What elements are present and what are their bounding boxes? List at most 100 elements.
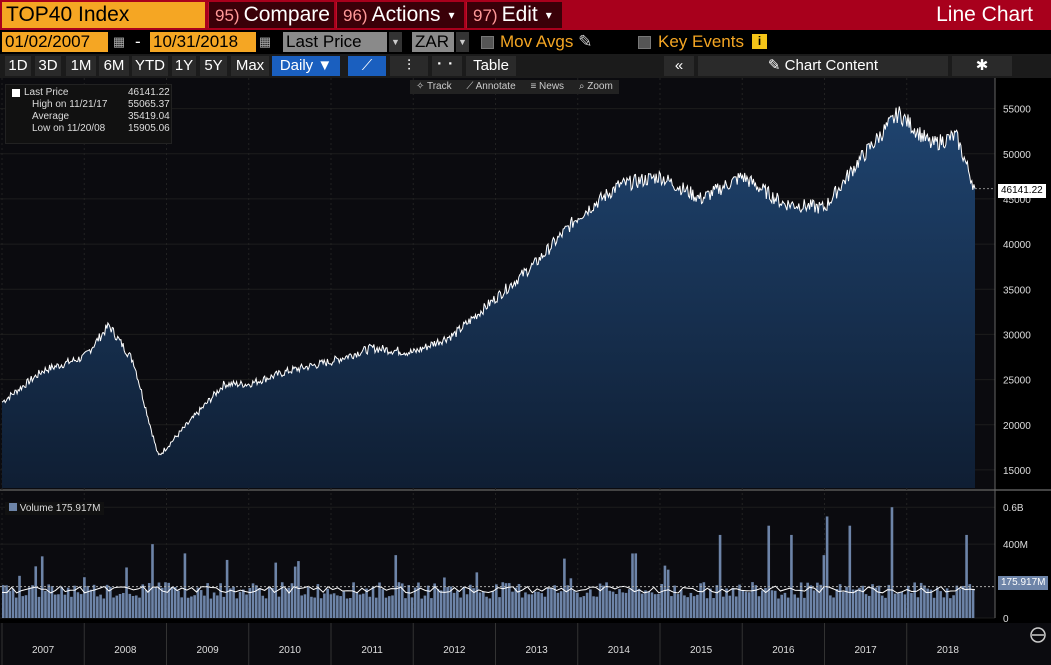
volume-bar bbox=[462, 586, 466, 618]
price-tick-label: 20000 bbox=[1003, 421, 1031, 432]
volume-bar bbox=[387, 596, 391, 618]
chevron-down-icon[interactable]: ▼ bbox=[456, 32, 469, 52]
volume-bar bbox=[734, 596, 738, 618]
volume-bar bbox=[621, 592, 625, 618]
volume-bar bbox=[436, 588, 440, 618]
volume-bar bbox=[851, 589, 855, 618]
chart-content-button[interactable]: ✎ Chart Content bbox=[698, 56, 948, 76]
price-line bbox=[1, 106, 976, 456]
period-3d[interactable]: 3D bbox=[35, 56, 61, 76]
volume-bar bbox=[394, 555, 398, 618]
legend-value: 46141.22 bbox=[128, 87, 170, 98]
volume-bar bbox=[751, 582, 754, 618]
collapse-icon[interactable]: « bbox=[664, 56, 694, 76]
news-tool[interactable]: ≡ News bbox=[530, 81, 565, 92]
mov-avgs-label[interactable]: Mov Avgs ✎ bbox=[500, 32, 592, 52]
volume-bar bbox=[157, 582, 161, 618]
bar-chart-icon[interactable]: ⫶ bbox=[390, 56, 428, 76]
volume-bar bbox=[261, 595, 265, 618]
currency-select[interactable]: ZAR bbox=[412, 32, 454, 52]
volume-bar bbox=[76, 592, 80, 618]
volume-bar bbox=[290, 583, 294, 618]
actions-button[interactable]: 96) Actions ▾ bbox=[336, 2, 464, 28]
volume-bar bbox=[709, 588, 712, 618]
period-1m[interactable]: 1M bbox=[66, 56, 96, 76]
ticker-field[interactable]: TOP40 Index bbox=[2, 2, 205, 28]
volume-bar bbox=[430, 598, 433, 618]
chevron-down-icon[interactable]: ▼ bbox=[389, 32, 402, 52]
volume-bar bbox=[472, 588, 475, 618]
volume-bar bbox=[449, 586, 453, 618]
end-date-field[interactable]: 10/31/2018 bbox=[150, 32, 256, 52]
volume-bar bbox=[725, 588, 728, 618]
x-tick-label: 2018 bbox=[937, 645, 960, 656]
period-6m[interactable]: 6M bbox=[99, 56, 129, 76]
legend-value: 35419.04 bbox=[128, 111, 170, 122]
volume-bar bbox=[913, 582, 916, 618]
volume-bar bbox=[407, 585, 411, 618]
volume-bar bbox=[79, 594, 83, 618]
volume-bar bbox=[498, 597, 501, 618]
pencil-icon[interactable]: ✎ bbox=[578, 32, 593, 51]
pencil-icon: ✎ bbox=[767, 57, 781, 74]
volume-bar bbox=[37, 596, 41, 618]
volume-bar bbox=[186, 597, 190, 618]
gear-icon[interactable]: ✱ bbox=[952, 56, 1012, 76]
period-5y[interactable]: 5Y bbox=[200, 56, 227, 76]
start-date-field[interactable]: 01/02/2007 bbox=[2, 32, 108, 52]
volume-bar bbox=[799, 582, 803, 618]
volume-bar bbox=[131, 595, 135, 618]
volume-bar bbox=[319, 598, 323, 618]
volume-bar bbox=[832, 597, 835, 618]
volume-bar bbox=[60, 586, 63, 618]
key-events-checkbox[interactable] bbox=[638, 36, 651, 49]
volume-bar bbox=[381, 589, 385, 618]
volume-bar bbox=[105, 584, 109, 618]
mov-avgs-checkbox[interactable] bbox=[481, 36, 494, 49]
legend-swatch bbox=[12, 89, 20, 97]
info-icon[interactable]: i bbox=[752, 34, 767, 49]
legend-row-high: High on 11/21/17 55065.37 bbox=[10, 99, 170, 111]
price-field-select[interactable]: Last Price bbox=[283, 32, 387, 52]
period-1d[interactable]: 1D bbox=[5, 56, 31, 76]
volume-bar bbox=[404, 598, 407, 618]
volume-bar bbox=[916, 597, 920, 618]
volume-bar bbox=[540, 593, 543, 618]
legend-label: Average bbox=[32, 111, 70, 122]
volume-bar bbox=[712, 598, 715, 618]
last-volume-tag: 175.917M bbox=[998, 576, 1049, 590]
x-tick-label: 2011 bbox=[361, 645, 383, 656]
chart-area[interactable]: 15000 20000 25000 30000 35000 40000 45000 50000… bbox=[0, 78, 1051, 665]
price-tick-label: 40000 bbox=[1003, 240, 1031, 251]
calendar-icon[interactable]: ▦ bbox=[112, 34, 126, 49]
chart-svg[interactable]: 15000 20000 25000 30000 35000 40000 45000 50000… bbox=[0, 78, 1051, 665]
volume-bar bbox=[420, 598, 423, 618]
compare-button[interactable]: 95) Compare bbox=[208, 2, 334, 28]
calendar-icon[interactable]: ▦ bbox=[258, 34, 272, 49]
volume-bar bbox=[177, 590, 180, 618]
zoom-tool[interactable]: ⌕ Zoom bbox=[578, 81, 613, 92]
track-tool[interactable]: ✧ Track bbox=[416, 81, 452, 92]
volume-bar bbox=[670, 596, 673, 618]
key-events-label[interactable]: Key Events bbox=[658, 32, 744, 51]
volume-bar bbox=[968, 584, 972, 618]
edit-number: 97) bbox=[473, 6, 498, 25]
price-legend: Last Price 46141.22 High on 11/21/17 550… bbox=[5, 84, 172, 144]
volume-bar bbox=[374, 597, 378, 618]
volume-bar bbox=[923, 585, 926, 618]
period-max[interactable]: Max bbox=[231, 56, 269, 76]
annotate-tool[interactable]: ⟋ Annotate bbox=[466, 81, 516, 92]
line-chart-icon[interactable]: ⟋ bbox=[348, 56, 386, 76]
volume-bar bbox=[767, 525, 771, 618]
table-button[interactable]: Table bbox=[466, 56, 516, 76]
period-ytd[interactable]: YTD bbox=[132, 56, 168, 76]
legend-row-average: Average 35419.04 bbox=[10, 111, 170, 123]
volume-bar bbox=[624, 592, 628, 618]
volume-bar bbox=[254, 585, 258, 618]
edit-button[interactable]: 97) Edit ▾ bbox=[466, 2, 562, 28]
period-1y[interactable]: 1Y bbox=[172, 56, 196, 76]
frequency-select[interactable]: Daily ▼ bbox=[272, 56, 340, 76]
volume-bar bbox=[569, 578, 573, 618]
dot-chart-icon[interactable]: ⠂⠂ bbox=[432, 56, 462, 76]
volume-bar bbox=[118, 593, 122, 618]
